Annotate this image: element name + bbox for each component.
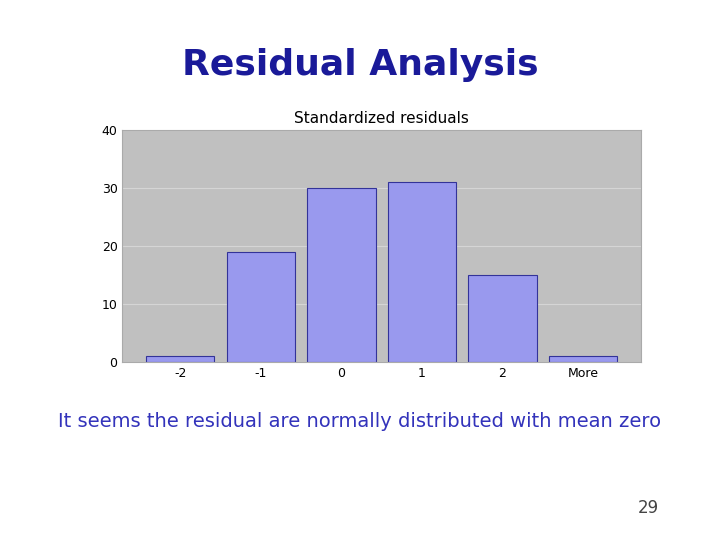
Bar — [549, 356, 617, 362]
Bar — [468, 275, 536, 362]
Text: It seems the residual are normally distributed with mean zero: It seems the residual are normally distr… — [58, 411, 661, 431]
Text: Residual Analysis: Residual Analysis — [181, 48, 539, 82]
Bar — [227, 252, 295, 362]
Bar — [307, 187, 376, 362]
Bar — [146, 356, 215, 362]
Title: Standardized residuals: Standardized residuals — [294, 111, 469, 126]
Text: 29: 29 — [637, 498, 659, 517]
Bar — [387, 182, 456, 362]
